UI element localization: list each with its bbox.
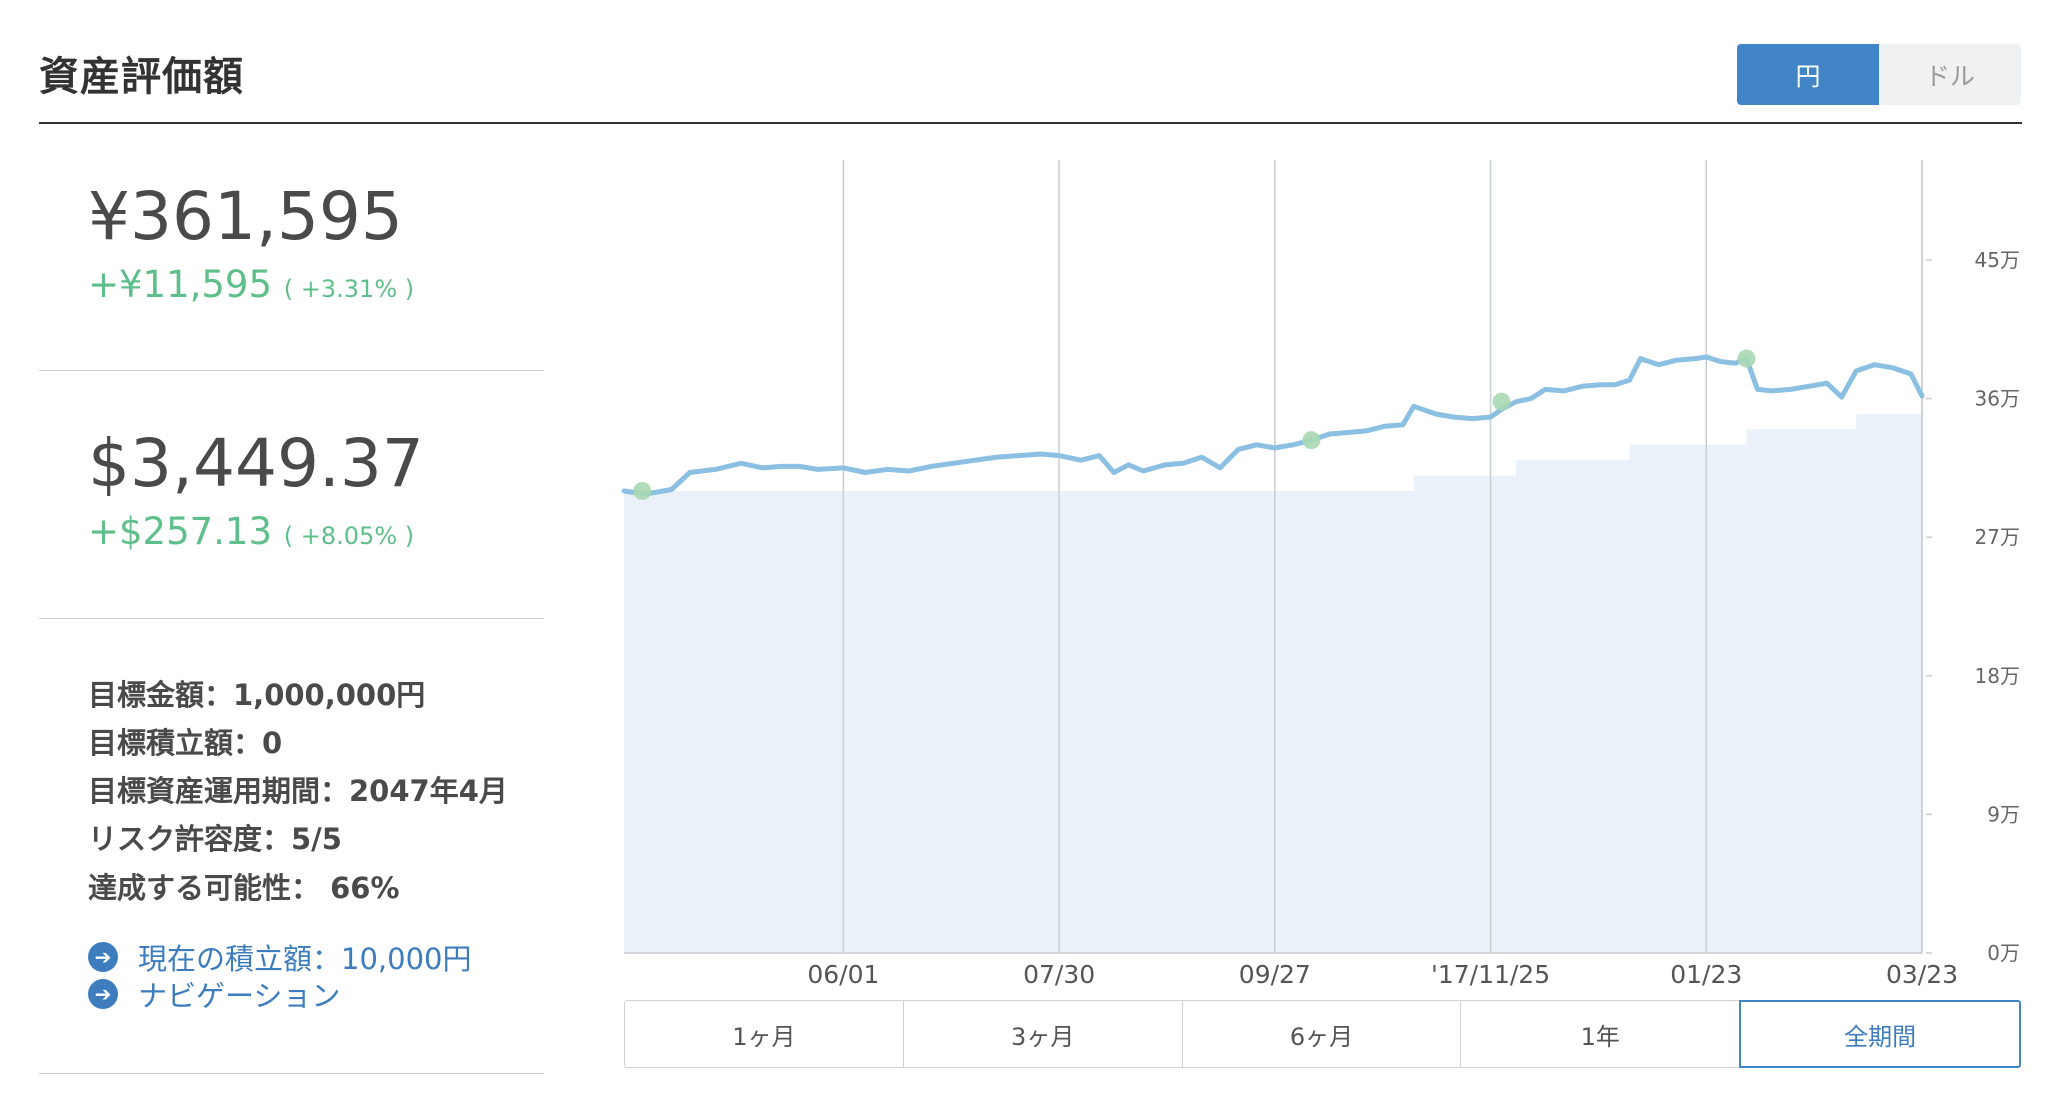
y-tick-label: 45万 (1975, 248, 2020, 272)
contribution-marker (1737, 349, 1756, 368)
x-tick-label: 09/27 (1239, 960, 1311, 989)
y-tick-label: 18万 (1975, 664, 2020, 688)
range-6-month-button[interactable]: 6ヶ月 (1181, 1000, 1462, 1068)
contribution-marker (633, 482, 652, 500)
asset-chart: 0万 9万 18万 27万 36万 45万 06/01 07/30 09/27 '17/11/25… (621, 160, 2020, 989)
goal-monthly-contribution: 目標積立額：0 (88, 726, 283, 760)
current-contribution-label: 現在の積立額：10,000円 (138, 942, 472, 976)
range-3-month-button[interactable]: 3ヶ月 (902, 1000, 1183, 1068)
goal-amount: 目標金額：1,000,000円 (88, 678, 426, 712)
arrow-right-circle-icon: ➔ (88, 942, 118, 972)
achievement-probability: 達成する可能性： 66% (88, 871, 400, 905)
range-selector: 1ヶ月 3ヶ月 6ヶ月 1年 全期間 (624, 1000, 2021, 1068)
x-tick-label: 06/01 (807, 960, 879, 989)
title-divider (39, 122, 2022, 124)
currency-toggle: 円 ドル (1737, 44, 2021, 105)
contribution-marker (1492, 392, 1511, 411)
navigation-link[interactable]: ➔ ナビゲーション (88, 973, 340, 1015)
usd-change-pct: ( +8.05% ) (283, 522, 415, 550)
current-contribution-link[interactable]: ➔ 現在の積立額：10,000円 (88, 936, 471, 978)
y-tick-label: 27万 (1975, 525, 2020, 549)
range-all-button[interactable]: 全期間 (1739, 1000, 2021, 1068)
invested-area (624, 414, 1922, 953)
arrow-right-circle-icon: ➔ (88, 979, 118, 1009)
summary-divider (39, 370, 544, 371)
range-1-year-button[interactable]: 1年 (1460, 1000, 1741, 1068)
summary-divider (39, 1073, 544, 1074)
yen-change-amount: +¥11,595 (88, 263, 273, 306)
goal-period: 目標資産運用期間：2047年4月 (88, 774, 508, 808)
x-tick-label: 03/23 (1886, 960, 1958, 989)
yen-change-pct: ( +3.31% ) (283, 275, 415, 303)
page-title: 資産評価額 (39, 54, 244, 100)
navigation-label: ナビゲーション (138, 979, 341, 1013)
x-tick-label: 01/23 (1670, 960, 1742, 989)
range-1-month-button[interactable]: 1ヶ月 (624, 1000, 904, 1068)
x-tick-label: '17/11/25 (1431, 960, 1550, 989)
y-tick-label: 0万 (1987, 941, 2020, 965)
summary-divider (39, 618, 544, 619)
x-tick-label: 07/30 (1023, 960, 1095, 989)
usd-total-value: $3,449.37 (88, 425, 424, 502)
usd-change-amount: +$257.13 (88, 510, 273, 553)
y-tick-label: 36万 (1975, 387, 2020, 411)
currency-yen-button[interactable]: 円 (1737, 44, 1879, 105)
yen-total-value: ¥361,595 (88, 178, 403, 255)
usd-change: +$257.13 ( +8.05% ) (88, 510, 414, 553)
yen-change: +¥11,595 ( +3.31% ) (88, 263, 414, 306)
y-tick-label: 9万 (1987, 802, 2020, 826)
contribution-marker (1302, 431, 1321, 450)
risk-tolerance: リスク許容度：5/5 (88, 822, 342, 856)
asset-value-line (621, 354, 1925, 497)
currency-usd-button[interactable]: ドル (1879, 44, 2021, 105)
